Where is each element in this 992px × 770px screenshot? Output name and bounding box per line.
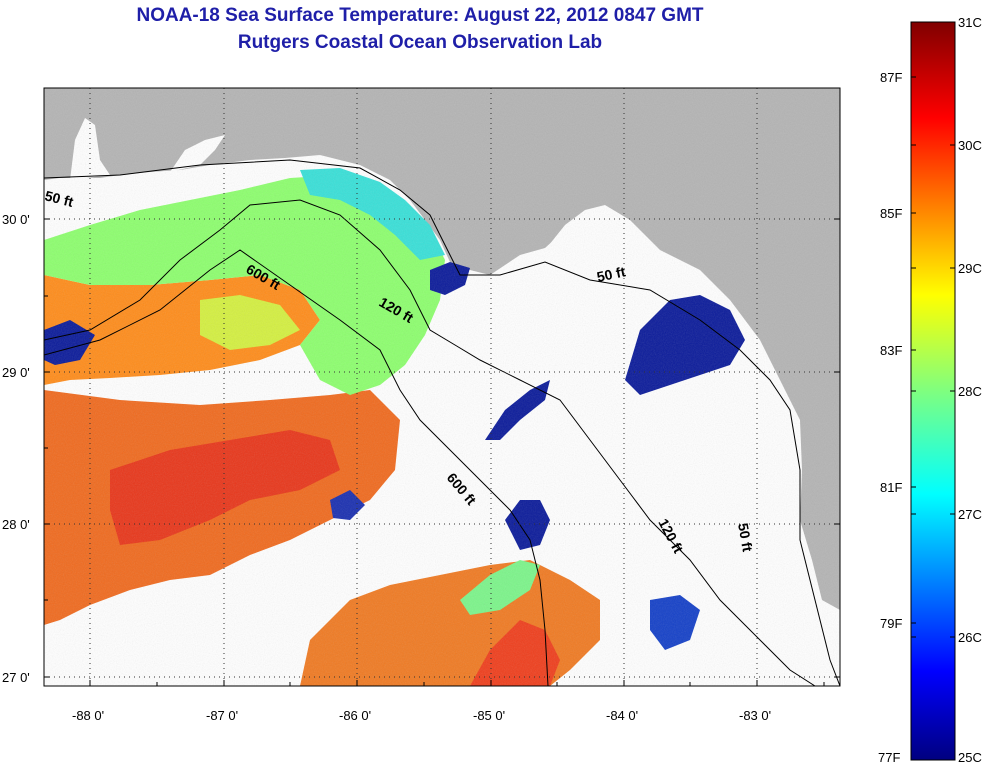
colorbar-celsius-label: 30C	[958, 138, 982, 153]
lon-label: -88 0'	[72, 708, 104, 723]
map-subtitle: Rutgers Coastal Ocean Observation Lab	[237, 32, 603, 53]
contour-50ft	[44, 159, 840, 686]
texture-overlay	[44, 88, 840, 686]
lat-label: 29 0'	[2, 365, 30, 380]
contour-label-50ft: 50 ft	[43, 187, 75, 210]
lon-label: -85 0'	[473, 708, 505, 723]
lon-label: -83 0'	[739, 708, 771, 723]
lat-label: 28 0'	[2, 517, 30, 532]
colorbar-fahrenheit-label: 83F	[880, 343, 903, 358]
lat-label: 27 0'	[2, 670, 30, 685]
contour-label-50ft: 50 ft	[595, 263, 627, 285]
colorbar-celsius-label: 27C	[958, 507, 982, 522]
map-title: NOAA-18 Sea Surface Temperature: August …	[136, 5, 704, 26]
colorbar-ticks	[911, 76, 955, 638]
colorbar-fahrenheit-label: 81F	[880, 480, 903, 495]
colorbar-fahrenheit-label: 77F	[878, 750, 901, 765]
map-frame	[43, 87, 841, 687]
lon-label: -84 0'	[606, 708, 638, 723]
axis-ticks	[44, 218, 840, 686]
contour-600ft	[44, 249, 549, 686]
colorbar-celsius-label: 29C	[958, 261, 982, 276]
colorbar-celsius-label: 26C	[958, 630, 982, 645]
colorbar-celsius-label: 31C	[958, 15, 982, 30]
lon-label: -87 0'	[206, 708, 238, 723]
lon-label: -86 0'	[339, 708, 371, 723]
colorbar-celsius-label: 25C	[958, 750, 982, 765]
colorbar-fahrenheit-label: 79F	[880, 616, 903, 631]
colorbar-fahrenheit-label: 87F	[880, 70, 903, 85]
contour-label-50ft: 50 ft	[735, 522, 756, 553]
lat-label: 30 0'	[2, 212, 30, 227]
colorbar-celsius-label: 28C	[958, 384, 982, 399]
colorbar	[910, 21, 956, 761]
contour-120ft	[44, 199, 816, 686]
colorbar-fahrenheit-label: 85F	[880, 206, 903, 221]
